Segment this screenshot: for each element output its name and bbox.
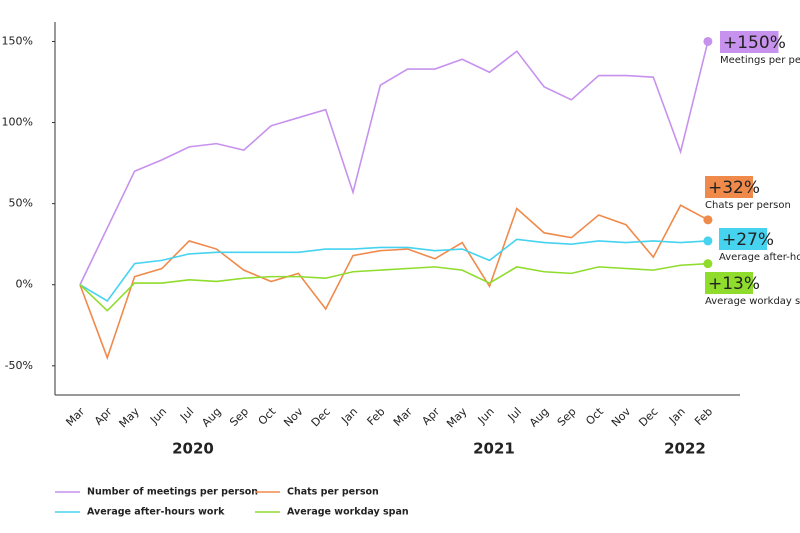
- y-tick-label: 0%: [16, 278, 33, 291]
- annotation-value: +27%: [722, 230, 774, 250]
- x-tick-label: Nov: [281, 405, 306, 430]
- annotation-box: [719, 228, 767, 250]
- annotation-caption: Meetings per person: [720, 55, 800, 66]
- year-label: 2020: [172, 440, 214, 458]
- x-tick-label: Feb: [692, 405, 715, 428]
- x-tick-label: Oct: [583, 405, 606, 428]
- series-line: [79, 238, 708, 302]
- x-tick-label: Oct: [256, 405, 279, 428]
- legend-label: Average workday span: [287, 507, 409, 518]
- end-point: [703, 259, 713, 269]
- x-tick-label: Jun: [147, 405, 169, 427]
- x-tick-label: May: [117, 405, 143, 431]
- annotation-box: [705, 176, 753, 198]
- series-line: [79, 262, 708, 312]
- year-label: 2021: [473, 440, 515, 458]
- annotation-box: [705, 272, 753, 294]
- x-tick-label: Jan: [666, 405, 688, 427]
- x-tick-label: Aug: [199, 405, 223, 429]
- series-line: [79, 204, 709, 361]
- end-point: [703, 215, 713, 225]
- y-tick-label: -50%: [5, 359, 33, 372]
- legend-label: Number of meetings per person: [87, 487, 258, 498]
- y-tick-label: 50%: [9, 197, 33, 210]
- x-tick-label: Sep: [227, 405, 251, 429]
- x-tick-label: Jan: [338, 405, 360, 427]
- x-tick-label: Dec: [309, 405, 333, 429]
- y-tick-label: 100%: [2, 116, 33, 129]
- end-point: [703, 36, 713, 46]
- annotation-value: +150%: [723, 33, 786, 53]
- x-tick-label: Sep: [555, 405, 579, 429]
- x-tick-label: Mar: [391, 405, 415, 429]
- annotation-caption: Chats per person: [705, 200, 791, 211]
- annotation-caption: Average workday span: [705, 296, 800, 307]
- x-tick-label: Apr: [419, 405, 442, 428]
- legend-label: Average after-hours work: [87, 507, 225, 518]
- end-point: [703, 236, 713, 246]
- year-label: 2022: [664, 440, 706, 458]
- x-tick-label: May: [444, 405, 470, 431]
- x-tick-label: Jul: [177, 405, 196, 424]
- annotation-value: +13%: [708, 274, 760, 294]
- annotation-value: +32%: [708, 178, 760, 198]
- legend-label: Chats per person: [287, 487, 379, 498]
- series-line: [79, 41, 709, 286]
- x-tick-label: Dec: [636, 405, 660, 429]
- x-tick-label: Aug: [527, 405, 551, 429]
- x-tick-label: Jul: [505, 405, 524, 424]
- x-tick-label: Mar: [63, 405, 87, 429]
- y-tick-label: 150%: [2, 34, 33, 47]
- x-tick-label: Jun: [475, 405, 497, 427]
- x-tick-label: Feb: [365, 405, 388, 428]
- x-tick-label: Nov: [609, 405, 634, 430]
- x-tick-label: Apr: [92, 405, 115, 428]
- annotation-box: [720, 31, 779, 53]
- annotation-caption: Average after-hours work: [719, 252, 800, 263]
